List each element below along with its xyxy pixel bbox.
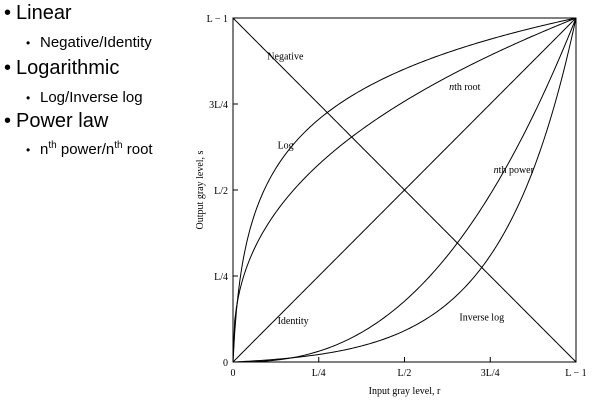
curve-label-inverse-log: Inverse log xyxy=(459,313,504,324)
ticks-layer: 0 L/4 L/2 3L/4 L − 1 0 L/4 L/2 3L/4 L − 1 xyxy=(207,14,587,379)
x-tick-label-0: 0 xyxy=(231,368,236,379)
y-tick-label-4: L − 1 xyxy=(207,14,228,25)
curve-label-log: Log xyxy=(278,141,294,152)
curve-label-nth-root: nth root xyxy=(449,82,481,93)
power-sub-n1: n xyxy=(40,141,49,158)
y-tick-label-1: L/4 xyxy=(214,272,228,283)
power-sub-th1: th xyxy=(48,140,57,151)
power-sub-mid: power/n xyxy=(56,141,115,158)
bullet-linear-text: Linear xyxy=(16,2,72,24)
curve-log xyxy=(232,17,577,363)
bullet-power-sub: • nth power/nth root xyxy=(26,140,153,158)
x-tick-label-3: 3L/4 xyxy=(481,368,500,379)
bullet-linear: • Linear xyxy=(4,2,72,24)
x-axis-label: Input gray level, r xyxy=(369,386,441,397)
curve-label-nth-power: nth power xyxy=(494,165,535,176)
x-tick-label-4: L − 1 xyxy=(565,368,586,379)
curves-layer xyxy=(232,17,577,363)
bullet-log-sub: • Log/Inverse log xyxy=(26,89,143,106)
y-axis-label: Output gray level, s xyxy=(195,150,206,229)
curve-nth-root xyxy=(232,17,577,363)
bullet-linear-sub: • Negative/Identity xyxy=(26,34,152,51)
y-tick-label-2: L/2 xyxy=(214,186,228,197)
bullet-linear-sub-text: Negative/Identity xyxy=(40,34,152,51)
bullet-power-law: • Power law xyxy=(4,110,109,132)
bullet-logarithmic: • Logarithmic xyxy=(4,57,120,79)
x-tick-label-2: L/2 xyxy=(398,368,412,379)
plot-frame xyxy=(232,17,577,363)
bullet-logarithmic-text: Logarithmic xyxy=(16,57,120,79)
y-tick-label-3: 3L/4 xyxy=(209,100,228,111)
y-tick-label-0: 0 xyxy=(223,358,228,369)
curve-label-negative: Negative xyxy=(267,51,304,62)
power-sub-th2: th xyxy=(114,140,123,151)
x-tick-label-1: L/4 xyxy=(312,368,326,379)
bullet-power-text: Power law xyxy=(16,110,109,132)
curve-label-identity: Identity xyxy=(278,316,309,327)
curve-nth-power xyxy=(233,17,577,363)
power-sub-end: root xyxy=(122,141,153,158)
bullet-log-sub-text: Log/Inverse log xyxy=(40,89,143,106)
labels-layer: Negative Identity Log Inverse log nth root nt… xyxy=(267,51,534,327)
curve-identity xyxy=(232,17,577,363)
